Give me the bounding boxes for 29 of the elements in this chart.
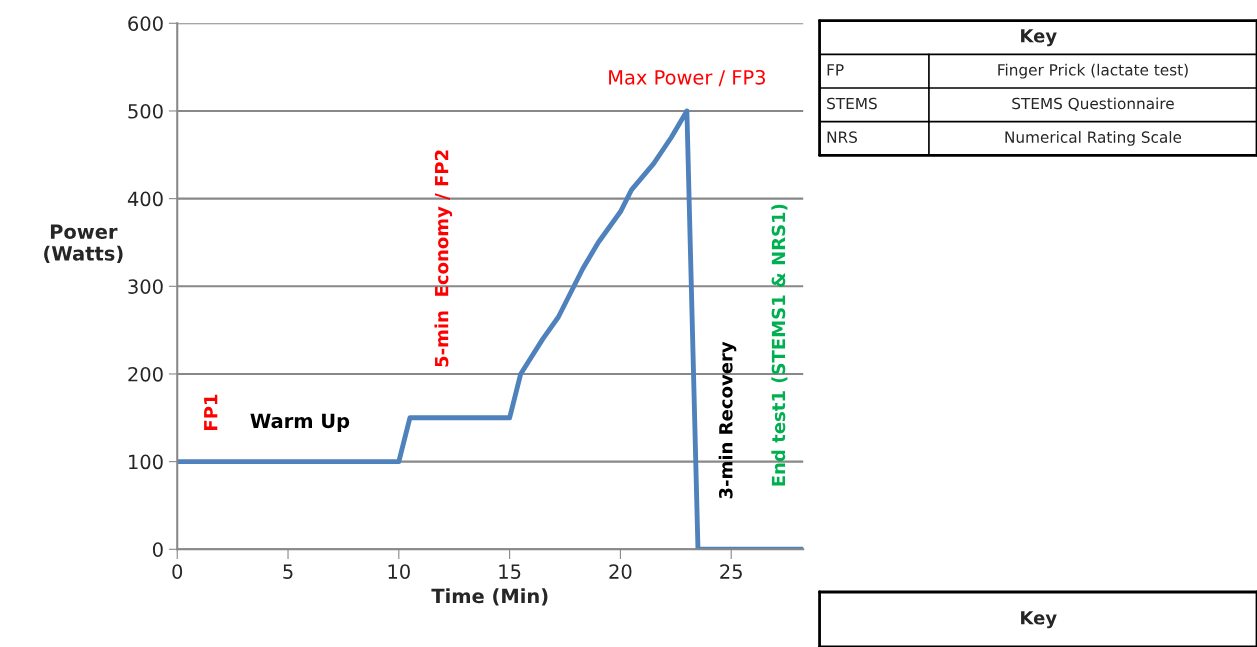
text: Finger Prick (lactate test) [998,63,1188,79]
y-tick-label: 300 [128,279,163,294]
text: NRS [827,131,858,143]
x-tick-label: 0 [172,564,183,579]
x-tick-label: 25 [720,564,742,579]
y-tick-label: 0 [152,542,163,557]
text: FP [827,64,844,76]
y-tick-label: 100 [129,454,163,470]
annotation: Max Power / FP3 [609,69,766,87]
y-tick-label: 500 [128,103,163,119]
text: Key [1021,611,1057,629]
x-tick-label: 20 [609,564,632,579]
x-tick-label: 5 [283,564,293,579]
text: Numerical Rating Scale [1005,131,1182,146]
text: STEMS Questionnaire [1012,97,1174,111]
x-axis-title: Time (Min) [431,588,548,606]
annotation: End test1 (STEMS1 & NRS1) [771,204,788,486]
annotation: 3-min Recovery [718,341,737,499]
y-tick-label: 400 [127,191,163,207]
text: STEMS [827,97,877,110]
annotation: Warm Up [250,413,350,432]
text: Key [1021,29,1057,47]
annotation: FP1 [204,394,218,430]
x-tick-label: 10 [388,564,410,579]
y-tick-label: 600 [128,16,163,31]
x-tick-label: 15 [499,564,521,579]
annotation: 5-min Economy / FP2 [434,150,453,367]
y-tick-label: 200 [128,366,163,382]
y-axis-title: Power (Watts) [44,224,123,264]
